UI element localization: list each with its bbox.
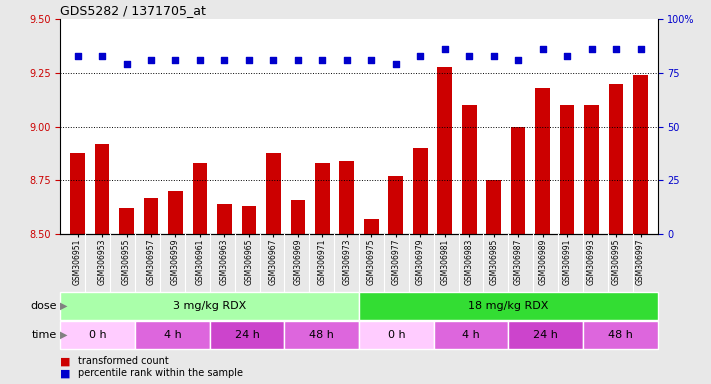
Point <box>635 46 646 52</box>
Text: 0 h: 0 h <box>387 330 405 340</box>
Text: 48 h: 48 h <box>309 330 334 340</box>
Bar <box>168 191 183 234</box>
Bar <box>291 200 305 234</box>
Text: 4 h: 4 h <box>462 330 480 340</box>
Text: ▶: ▶ <box>60 301 68 311</box>
Text: GDS5282 / 1371705_at: GDS5282 / 1371705_at <box>60 3 206 17</box>
Point <box>292 57 304 63</box>
Bar <box>284 321 359 349</box>
Point <box>121 61 132 68</box>
Point <box>72 53 83 59</box>
Bar <box>144 198 159 234</box>
Bar <box>217 204 232 234</box>
Point <box>243 57 255 63</box>
Bar <box>413 148 427 234</box>
Point <box>316 57 328 63</box>
Bar <box>584 105 599 234</box>
Point <box>390 61 402 68</box>
Point <box>365 57 377 63</box>
Text: 0 h: 0 h <box>89 330 107 340</box>
Bar <box>193 163 208 234</box>
Bar <box>437 66 452 234</box>
Bar <box>583 321 658 349</box>
Point <box>537 46 548 52</box>
Bar <box>364 219 379 234</box>
Bar <box>560 105 574 234</box>
Text: 24 h: 24 h <box>533 330 558 340</box>
Point <box>439 46 450 52</box>
Bar <box>119 209 134 234</box>
Bar <box>634 75 648 234</box>
Bar <box>508 321 583 349</box>
Bar <box>609 84 624 234</box>
Bar <box>388 176 403 234</box>
Bar <box>242 206 256 234</box>
Point <box>513 57 524 63</box>
Point <box>341 57 353 63</box>
Text: ■: ■ <box>60 368 71 379</box>
Point <box>586 46 597 52</box>
Bar <box>60 321 135 349</box>
Point <box>219 57 230 63</box>
Bar <box>70 152 85 234</box>
Bar <box>359 293 658 320</box>
Text: dose: dose <box>31 301 57 311</box>
Text: 3 mg/kg RDX: 3 mg/kg RDX <box>173 301 247 311</box>
Bar <box>339 161 354 234</box>
Bar <box>486 180 501 234</box>
Bar <box>210 321 284 349</box>
Bar <box>135 321 210 349</box>
Point <box>194 57 205 63</box>
Point <box>145 57 156 63</box>
Bar <box>315 163 330 234</box>
Point <box>268 57 279 63</box>
Text: 24 h: 24 h <box>235 330 260 340</box>
Point <box>97 53 108 59</box>
Point <box>562 53 573 59</box>
Bar <box>266 152 281 234</box>
Point <box>170 57 181 63</box>
Text: 4 h: 4 h <box>164 330 181 340</box>
Point <box>415 53 426 59</box>
Text: transformed count: transformed count <box>78 356 169 366</box>
Bar <box>535 88 550 234</box>
Text: ■: ■ <box>60 356 71 366</box>
Point <box>610 46 621 52</box>
Text: percentile rank within the sample: percentile rank within the sample <box>78 368 243 379</box>
Bar <box>434 321 508 349</box>
Bar <box>359 321 434 349</box>
Text: ▶: ▶ <box>60 330 68 340</box>
Text: 48 h: 48 h <box>608 330 633 340</box>
Bar <box>95 144 109 234</box>
Text: 18 mg/kg RDX: 18 mg/kg RDX <box>468 301 549 311</box>
Bar <box>60 293 359 320</box>
Text: time: time <box>31 330 57 340</box>
Bar <box>510 127 525 234</box>
Bar <box>462 105 476 234</box>
Point <box>464 53 475 59</box>
Point <box>488 53 499 59</box>
